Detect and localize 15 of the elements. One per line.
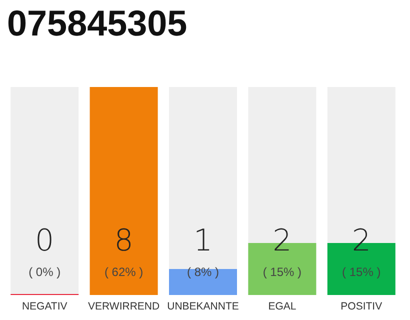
data-label: 8 (114, 224, 134, 258)
data-label: 0 (35, 224, 54, 258)
bar (169, 269, 237, 295)
x-tick-label: POSITIV (340, 300, 382, 312)
annotation: ( 0% ) (28, 265, 61, 279)
x-tick-label: UNBEKANNTE (167, 300, 239, 312)
annotation: ( 8% ) (186, 265, 220, 279)
x-tick-label: NEGATIV (22, 300, 68, 312)
data-label: 1 (193, 224, 213, 258)
chart-title: 075845305 (7, 2, 188, 44)
x-tick-label: EGAL (268, 300, 296, 312)
annotation: ( 15% ) (342, 265, 381, 279)
annotation: ( 15% ) (262, 265, 302, 279)
x-tick-label: VERWIRREND (88, 300, 160, 312)
annotation: ( 62% ) (104, 265, 144, 279)
